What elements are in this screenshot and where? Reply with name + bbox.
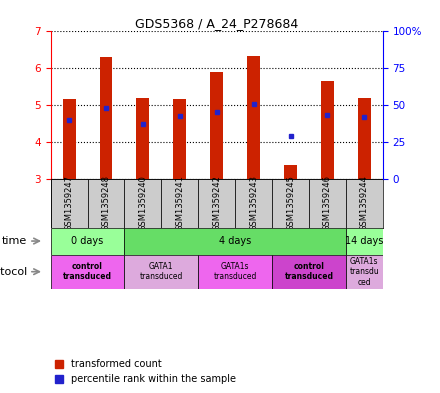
Text: GSM1359244: GSM1359244	[360, 175, 369, 231]
Bar	[125, 178, 161, 228]
Bar	[161, 178, 198, 228]
Title: GDS5368 / A_24_P278684: GDS5368 / A_24_P278684	[135, 17, 298, 30]
Text: time: time	[2, 236, 27, 246]
Bar	[125, 255, 198, 289]
Bar	[198, 255, 272, 289]
Bar	[284, 165, 297, 178]
Bar	[136, 97, 149, 178]
Bar	[51, 178, 88, 228]
Text: GATA1s
transduced: GATA1s transduced	[213, 262, 257, 281]
Text: GSM1359248: GSM1359248	[102, 175, 110, 231]
Bar	[173, 99, 186, 178]
Text: GATA1
transduced: GATA1 transduced	[139, 262, 183, 281]
Text: GSM1359242: GSM1359242	[212, 175, 221, 231]
Bar	[272, 255, 346, 289]
Text: control
transduced: control transduced	[63, 262, 112, 281]
Text: GSM1359240: GSM1359240	[138, 175, 147, 231]
Bar	[62, 99, 76, 178]
Bar	[272, 178, 309, 228]
Bar	[346, 178, 383, 228]
Bar	[88, 178, 125, 228]
Bar	[51, 255, 125, 289]
Text: 4 days: 4 days	[219, 236, 251, 246]
Text: GSM1359243: GSM1359243	[249, 175, 258, 231]
Text: protocol: protocol	[0, 267, 27, 277]
Text: GSM1359245: GSM1359245	[286, 175, 295, 231]
Bar	[210, 72, 223, 178]
Text: GSM1359246: GSM1359246	[323, 175, 332, 231]
Text: 14 days: 14 days	[345, 236, 384, 246]
Legend: transformed count, percentile rank within the sample: transformed count, percentile rank withi…	[55, 359, 236, 384]
Text: GSM1359247: GSM1359247	[65, 175, 73, 231]
Bar	[346, 255, 383, 289]
Bar	[125, 228, 346, 255]
Text: control
transduced: control transduced	[285, 262, 334, 281]
Bar	[358, 97, 371, 178]
Bar	[346, 228, 383, 255]
Text: GATA1s
transdu
ced: GATA1s transdu ced	[349, 257, 379, 286]
Bar	[235, 178, 272, 228]
Bar	[247, 57, 260, 178]
Text: 0 days: 0 days	[71, 236, 104, 246]
Text: GSM1359241: GSM1359241	[175, 175, 184, 231]
Bar	[321, 81, 334, 178]
Bar	[309, 178, 346, 228]
Bar	[198, 178, 235, 228]
Bar	[51, 228, 125, 255]
Bar	[99, 57, 113, 178]
